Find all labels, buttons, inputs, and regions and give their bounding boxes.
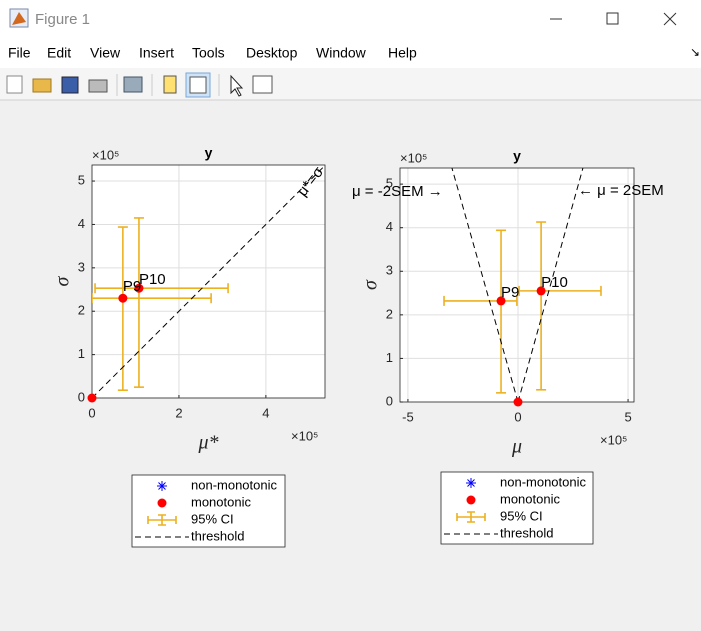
x-tick-label: 5 <box>624 409 631 424</box>
annotation: μ = -2SEM → <box>352 183 443 200</box>
legend-label: non-monotonic <box>500 474 586 489</box>
plot-content <box>92 165 325 398</box>
menu-item[interactable]: Tools <box>192 45 225 61</box>
data-point <box>87 393 97 403</box>
legend-box <box>131 474 286 548</box>
point-label: P9 <box>501 284 519 301</box>
property-icon[interactable] <box>252 75 273 94</box>
colorbar-icon[interactable] <box>163 75 177 94</box>
y-tick-label: 5 <box>386 176 393 191</box>
pointer-icon[interactable] <box>230 74 244 97</box>
point-label: P9 <box>123 278 141 295</box>
plot-content <box>443 168 602 402</box>
y-tick-label: 3 <box>386 263 393 278</box>
x-exponent: ×10⁵ <box>600 432 627 447</box>
threshold-line <box>92 165 325 398</box>
threshold-line <box>517 168 584 402</box>
menu-item[interactable]: Edit <box>47 45 71 61</box>
legend-symbol <box>466 478 476 488</box>
new-icon[interactable] <box>6 75 23 94</box>
menu-bar <box>0 38 701 68</box>
x-tick-label: 4 <box>262 405 269 420</box>
menu-item[interactable]: Insert <box>139 45 174 61</box>
y-tick-label: 1 <box>386 350 393 365</box>
x-tick-label: 2 <box>175 405 182 420</box>
legend-label: 95% CI <box>191 511 234 526</box>
legend-symbol <box>157 481 167 491</box>
data-point <box>118 293 128 303</box>
data-point <box>496 296 506 306</box>
legend-label: monotonic <box>191 494 251 509</box>
maximize-button[interactable] <box>606 12 619 25</box>
title-bar <box>0 0 701 38</box>
y-tick-label: 2 <box>78 303 85 318</box>
x-axis-label: μ* <box>197 432 218 454</box>
x-tick-label: 0 <box>88 405 95 420</box>
legend-symbol <box>466 495 476 505</box>
axes: -5 0 5 0 1 2 3 4 5 y μ σ ×10⁵ ×10⁵ P9 P10 μ = -2SEM → ← μ… <box>352 148 664 458</box>
toolbar-icons <box>6 72 273 98</box>
chart-title: y <box>205 145 213 161</box>
legend: non-monotonic monotonic 95% CI threshold <box>440 471 594 545</box>
menu-item[interactable]: File <box>8 45 31 61</box>
y-tick-label: 4 <box>386 219 393 234</box>
x-tick-label: 0 <box>514 409 521 424</box>
dock-arrow[interactable]: ↘ <box>690 45 700 59</box>
app-icon <box>9 8 29 28</box>
legend-symbol <box>456 511 486 523</box>
y-tick-label: 5 <box>78 172 85 187</box>
print-icon[interactable] <box>88 79 108 93</box>
axes-box <box>91 164 326 399</box>
y-tick-label: 3 <box>78 259 85 274</box>
point-label: P10 <box>541 274 568 291</box>
x-axis-label: μ <box>511 436 522 458</box>
open-icon[interactable] <box>32 78 52 93</box>
legend-box <box>440 471 594 545</box>
menu-item[interactable]: View <box>90 45 121 61</box>
chart-title: y <box>513 148 521 164</box>
legend-label: non-monotonic <box>191 477 277 492</box>
legend-label: monotonic <box>500 491 560 506</box>
link-icon[interactable] <box>123 76 143 93</box>
legend-label: threshold <box>500 525 553 540</box>
y-tick-label: 2 <box>386 306 393 321</box>
y-tick-label: 0 <box>78 389 85 404</box>
y-axis-label: σ <box>52 275 74 286</box>
point-label: P10 <box>139 271 166 288</box>
legend: non-monotonic monotonic 95% CI threshold <box>131 474 286 548</box>
x-exponent: ×10⁵ <box>291 428 318 443</box>
save-icon[interactable] <box>61 76 79 94</box>
data-point <box>134 283 144 293</box>
y-tick-label: 1 <box>78 346 85 361</box>
y-axis-label: σ <box>360 279 382 290</box>
y-exponent: ×10⁵ <box>400 150 427 165</box>
legend-label: threshold <box>191 528 244 543</box>
plot-area <box>400 168 634 402</box>
y-tick-label: 4 <box>78 216 85 231</box>
y-tick-label: 0 <box>386 393 393 408</box>
legend-symbol <box>147 514 177 526</box>
data-point <box>536 286 546 296</box>
annotation: ← μ = 2SEM <box>578 182 664 199</box>
menu-item[interactable]: Desktop <box>246 45 298 61</box>
legend-label: 95% CI <box>500 508 543 523</box>
x-tick-label: -5 <box>402 409 414 424</box>
legend-symbol <box>157 498 167 508</box>
threshold-line <box>451 168 519 402</box>
y-exponent: ×10⁵ <box>92 147 119 162</box>
data-point <box>513 397 523 407</box>
menu-item[interactable]: Help <box>388 45 417 61</box>
window-title: Figure 1 <box>35 11 90 28</box>
menu-item[interactable]: Window <box>316 45 367 61</box>
close-button[interactable] <box>663 12 677 26</box>
plot-markers: P9 P10 <box>496 274 568 407</box>
